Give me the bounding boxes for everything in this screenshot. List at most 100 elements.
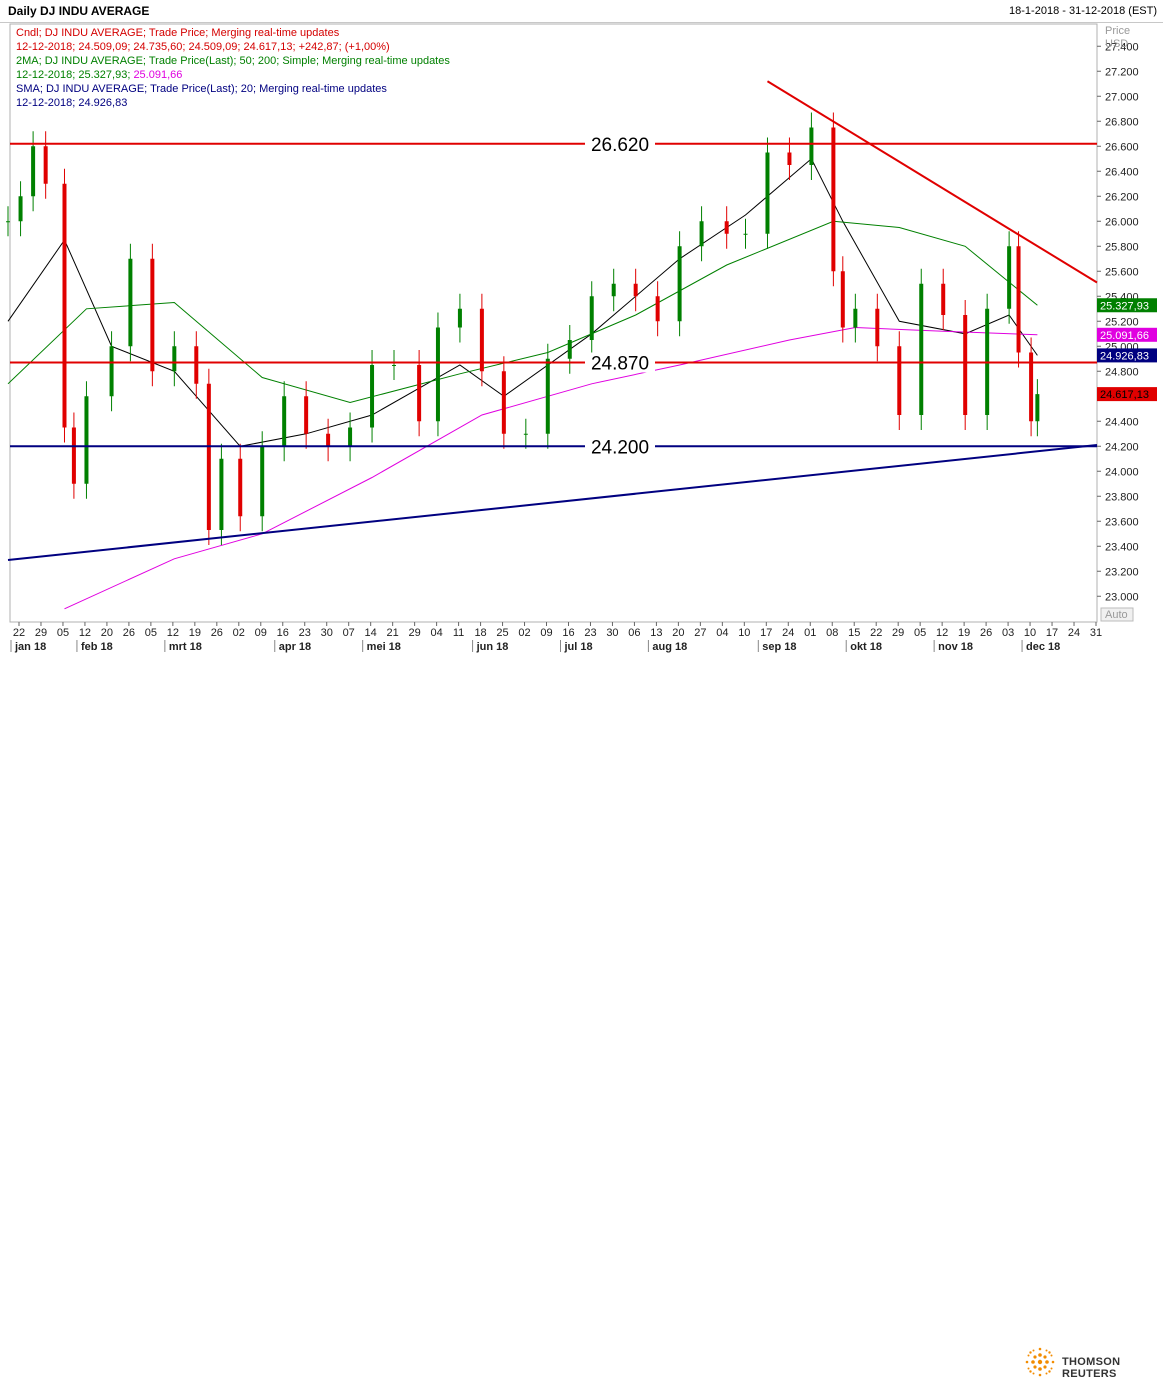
level-label-bg	[585, 133, 655, 154]
candle-body	[1029, 352, 1034, 422]
footer: THOMSON REUTERS	[0, 670, 1163, 1380]
candle-body	[1035, 394, 1040, 422]
x-tick-label: 23	[584, 627, 596, 639]
x-tick-label: 29	[35, 627, 47, 639]
candle-body	[545, 358, 550, 434]
candle-body	[897, 346, 902, 415]
candle-body	[589, 296, 594, 340]
x-tick-label: 24	[782, 627, 794, 639]
level-label: 24.200	[591, 437, 649, 458]
thomson-reuters-logo-icon	[1025, 1347, 1055, 1377]
trendline-support[interactable]	[7, 444, 1098, 561]
ma-line-2ma-200	[64, 326, 1038, 610]
candle-body	[417, 365, 422, 422]
x-tick-label: 15	[848, 627, 860, 639]
candle-body	[941, 283, 946, 315]
candle-body	[206, 383, 211, 530]
candle-body	[919, 283, 924, 415]
auto-scale-button[interactable]	[1100, 607, 1134, 622]
x-tick-label: 02	[233, 627, 245, 639]
x-tick-label: 05	[145, 627, 157, 639]
candle-body	[71, 427, 76, 484]
candle-body	[260, 446, 265, 517]
x-tick-label: 09	[540, 627, 552, 639]
chart-header: Daily DJ INDU AVERAGE 18-1-2018 - 31-12-…	[0, 0, 1163, 23]
y-tick-label: 23.600	[1105, 516, 1139, 528]
x-tick-label: 10	[738, 627, 750, 639]
x-tick-label: 16	[277, 627, 289, 639]
x-tick-label: 06	[628, 627, 640, 639]
y-tick-label: 27.400	[1105, 41, 1139, 53]
x-tick-label: 22	[870, 627, 882, 639]
legend-candle-values: 12-12-2018; 24.509,09; 24.735,60; 24.509…	[16, 41, 390, 53]
price-tag	[1097, 327, 1157, 342]
x-tick-label: 01	[804, 627, 816, 639]
y-tick-label: 25.600	[1105, 266, 1139, 278]
candle-body	[392, 365, 397, 366]
candle-body	[523, 433, 528, 435]
candle-body	[370, 365, 375, 428]
candle-body	[724, 221, 729, 234]
x-tick-label: 09	[255, 627, 267, 639]
x-tick-label: 23	[299, 627, 311, 639]
month-label: aug 18	[652, 641, 687, 653]
trendline-resistance[interactable]	[766, 80, 1098, 284]
x-tick-label: 04	[430, 627, 442, 639]
price-tag-label: 24.617,13	[1100, 389, 1149, 401]
legend-sma-values: 12-12-2018; 24.926,83	[16, 97, 128, 109]
legend-candle-desc: Cndl; DJ INDU AVERAGE; Trade Price; Merg…	[16, 27, 340, 39]
candle-body	[304, 396, 309, 434]
month-label: sep 18	[762, 641, 796, 653]
month-label: apr 18	[279, 641, 311, 653]
date-range[interactable]: 18-1-2018 - 31-12-2018 (EST)	[1009, 5, 1157, 17]
x-tick-label: 05	[914, 627, 926, 639]
candle-body	[1016, 246, 1021, 353]
candle-body	[963, 315, 968, 415]
x-tick-label: 10	[1024, 627, 1036, 639]
x-tick-label: 16	[562, 627, 574, 639]
chart-legend: Cndl; DJ INDU AVERAGE; Trade Price; Merg…	[16, 26, 450, 110]
candle-body	[831, 127, 836, 272]
price-tag-label: 25.327,93	[1100, 300, 1149, 312]
candle-body	[809, 127, 814, 165]
x-tick-label: 08	[826, 627, 838, 639]
x-tick-label: 30	[321, 627, 333, 639]
candle-body	[765, 152, 770, 234]
y-tick-label: 23.400	[1105, 541, 1139, 553]
candle-body	[150, 258, 155, 372]
x-tick-label: 12	[936, 627, 948, 639]
candle-body	[677, 246, 682, 322]
candle-body	[743, 233, 748, 235]
brand-name: THOMSON REUTERS	[1062, 1356, 1121, 1380]
y-tick-label: 23.800	[1105, 491, 1139, 503]
month-label: mei 18	[367, 641, 401, 653]
candle-body	[501, 371, 506, 434]
x-tick-label: 05	[57, 627, 69, 639]
auto-scale-label[interactable]: Auto	[1105, 609, 1128, 621]
x-tick-label: 31	[1090, 627, 1102, 639]
legend-2ma-50-value: 12-12-2018; 25.327,93;	[16, 69, 131, 81]
y-tick-label: 26.400	[1105, 166, 1139, 178]
y-tick-label: 25.200	[1105, 316, 1139, 328]
candle-body	[84, 396, 89, 484]
y-tick-label: 27.000	[1105, 91, 1139, 103]
x-tick-label: 03	[1002, 627, 1014, 639]
candle-body	[853, 308, 858, 328]
level-label: 26.620	[591, 135, 649, 156]
candle-body	[348, 427, 353, 447]
x-tick-label: 04	[716, 627, 728, 639]
x-tick-label: 27	[694, 627, 706, 639]
candle-body	[62, 183, 67, 428]
y-tick-label: 24.000	[1105, 466, 1139, 478]
x-tick-label: 24	[1068, 627, 1080, 639]
candle-body	[655, 296, 660, 322]
x-tick-label: 17	[760, 627, 772, 639]
price-chart[interactable]: 26.620 24.870 24.200 23.000 23.200 23.400 23.…	[0, 22, 1163, 670]
y-tick-label: 27.200	[1105, 66, 1139, 78]
x-tick-label: 26	[211, 627, 223, 639]
x-tick-label: 13	[650, 627, 662, 639]
x-tick-label: 26	[123, 627, 135, 639]
y-tick-label: 23.000	[1105, 591, 1139, 603]
price-tag	[1097, 348, 1157, 363]
x-tick-label: 26	[980, 627, 992, 639]
